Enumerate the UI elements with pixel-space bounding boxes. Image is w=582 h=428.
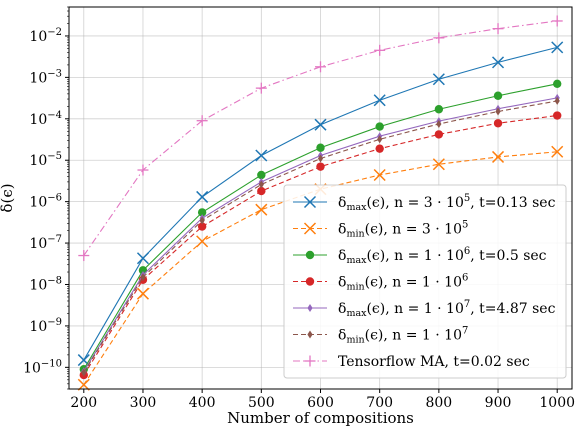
data-point [373,168,386,182]
data-point [315,61,326,73]
legend-label: δmax(ϵ), n = 3 · 105, t=0.13 sec [338,193,556,213]
data-point [255,149,268,162]
legend-marker [305,250,315,260]
legend-marker [307,304,313,312]
data-point [433,32,445,44]
y-tick-label: 10−4 [29,110,62,128]
legend-marker [303,222,317,235]
data-point [196,235,209,248]
x-tick-label: 300 [130,395,157,411]
data-point [493,119,503,128]
data-point [317,154,324,163]
x-tick-label: 800 [425,395,452,411]
data-point [197,222,207,231]
data-point [434,105,444,114]
x-tick-label: 500 [248,395,275,411]
data-point [432,73,445,86]
data-point [314,118,327,131]
x-tick-label: 1000 [539,395,575,411]
legend-entry: δmax(ϵ), n = 3 · 105, t=0.13 sec [293,193,556,213]
series-1 [77,41,564,367]
x-tick-label: 700 [366,395,393,411]
axis-ticks: 200 300 400 500 600 700 800 900 1000 10−10 10−9 10−… [23,6,575,411]
series-6 [81,96,560,377]
data-point [257,186,266,196]
data-point [492,23,504,35]
legend-label: δmax(ϵ), n = 1 · 106, t=0.5 sec [338,246,547,266]
data-point [258,180,264,189]
data-point [316,143,325,152]
data-point [436,119,442,128]
data-point [377,135,383,144]
legend-label: Tensorflow MA, t=0.02 sec [338,354,530,370]
legend-entry: δmin(ϵ), n = 1 · 106 [293,273,468,293]
data-point [493,91,503,100]
legend-marker [307,330,313,339]
y-tick-label: 10−7 [29,234,62,252]
data-point [553,111,562,120]
data-point [255,203,268,216]
data-point [374,44,386,56]
legend-marker [303,195,317,209]
legend-entry: δmin(ϵ), n = 1 · 107 [293,326,468,346]
data-point [199,216,205,225]
y-tick-label: 10−9 [29,317,62,335]
legend-label: δmin(ϵ), n = 1 · 106 [338,273,468,293]
data-point [553,79,562,88]
data-point [197,208,207,217]
data-point [495,107,501,116]
legend-label: δmin(ϵ), n = 3 · 105 [338,220,468,240]
data-point [551,41,564,54]
data-point [491,56,505,69]
series-layer [77,15,564,391]
y-tick-label: 10−8 [29,275,62,293]
data-point [551,15,563,27]
legend-marker [305,277,315,286]
data-point [137,164,149,176]
data-point [255,82,267,94]
x-tick-label: 900 [485,395,512,411]
data-point [491,150,505,163]
legend-entry: Tensorflow MA, t=0.02 sec [293,354,530,370]
data-point [196,115,208,127]
data-point [554,96,560,105]
data-point [81,368,87,377]
data-point [434,130,444,139]
data-point [551,145,564,158]
y-tick-label: 10−6 [29,193,62,211]
x-tick-label: 200 [70,395,97,411]
data-point [196,190,209,203]
series-7 [78,15,563,262]
legend-entry: δmin(ϵ), n = 3 · 105 [293,220,468,240]
legend-label: δmax(ϵ), n = 1 · 107, t=4.87 sec [338,299,556,319]
legend-box [283,184,567,379]
legend: δmax(ϵ), n = 3 · 105, t=0.13 sec δmin(ϵ),… [283,184,567,379]
data-point [78,250,90,262]
y-tick-label: 10−10 [23,358,62,376]
legend-entry: δmax(ϵ), n = 1 · 106, t=0.5 sec [293,246,547,266]
data-point [375,122,384,131]
y-axis-label: δ(ϵ) [0,183,16,212]
data-point [375,144,384,153]
legend-label: δmin(ϵ), n = 1 · 107 [338,326,468,346]
x-tick-label: 400 [189,395,216,411]
data-point [136,252,150,265]
data-point [77,378,90,391]
data-point [316,162,325,171]
data-point [432,158,445,171]
y-tick-label: 10−5 [29,151,62,169]
x-axis-label: Number of compositions [227,409,414,427]
data-point [140,273,146,282]
data-point [373,94,386,107]
legend-marker [304,355,316,367]
data-point [136,287,150,300]
y-tick-label: 10−3 [29,68,62,86]
legend-entry: δmax(ϵ), n = 1 · 107, t=4.87 sec [293,299,556,319]
data-point [257,170,266,180]
x-tick-label: 600 [307,395,334,411]
y-tick-label: 10−2 [29,27,62,45]
